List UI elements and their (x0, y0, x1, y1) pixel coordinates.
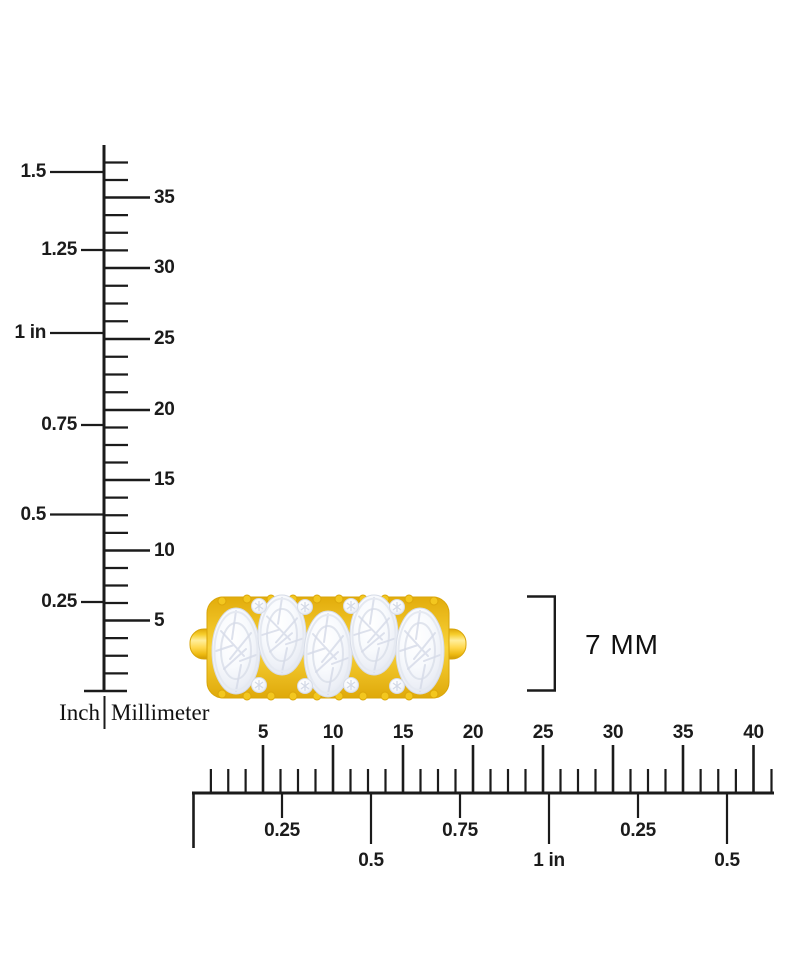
vertical-inch-label: 1.5 (20, 161, 46, 182)
vertical-mm-label: 30 (154, 257, 175, 278)
horizontal-inch-label: 0.25 (264, 820, 300, 841)
horizontal-mm-label: 20 (462, 722, 484, 743)
vertical-mm-label: 25 (154, 328, 175, 349)
horizontal-inch-label: 0.75 (442, 820, 478, 841)
prongs (217, 594, 439, 701)
horizontal-mm-label: 30 (602, 722, 624, 743)
horizontal-mm-label: 35 (672, 722, 694, 743)
vertical-inch-label: 1 in (14, 322, 46, 343)
horizontal-mm-label: 40 (743, 722, 764, 743)
horizontal-mm-label: 5 (257, 722, 269, 743)
vertical-inch-label: 0.25 (41, 591, 77, 612)
vertical-inch-label: 1.25 (41, 239, 77, 260)
horizontal-inch-label: 1 in (533, 850, 565, 871)
horizontal-inch-label: 0.5 (714, 850, 740, 871)
horizontal-mm-label: 25 (532, 722, 554, 743)
vertical-mm-label: 5 (154, 609, 165, 631)
vertical-mm-label: 10 (154, 539, 175, 561)
oval-stones (211, 594, 445, 698)
millimeter-unit-label: Millimeter (111, 700, 210, 725)
vertical-inch-label: 0.75 (41, 414, 77, 435)
vertical-mm-label: 20 (154, 399, 175, 420)
horizontal-inch-label: 0.25 (620, 820, 656, 841)
height-callout-label: 7 MM (585, 629, 659, 660)
inch-unit-label: Inch (59, 700, 100, 725)
horizontal-inch-label: 0.5 (358, 850, 384, 871)
horizontal-mm-label: 10 (322, 722, 344, 743)
vertical-inch-label: 0.5 (20, 503, 46, 525)
vertical-mm-label: 15 (154, 469, 175, 490)
vertical-mm-label: 35 (154, 186, 175, 208)
horizontal-mm-label: 15 (392, 722, 414, 743)
